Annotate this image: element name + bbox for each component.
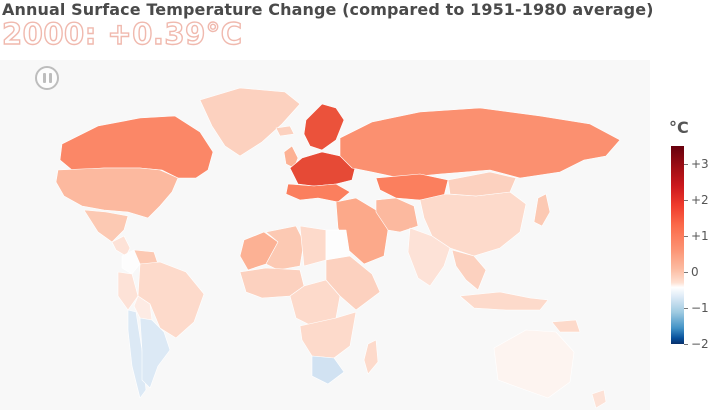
legend-tick-label: +1 — [691, 229, 709, 243]
legend-tick — [684, 308, 688, 309]
legend-tick — [684, 164, 688, 165]
region-scandinavia[interactable] — [303, 103, 345, 151]
region-southern-europe[interactable] — [285, 183, 351, 203]
world-map[interactable] — [0, 60, 650, 410]
legend-tick-label: −1 — [691, 301, 709, 315]
region-japan[interactable] — [533, 193, 551, 227]
region-argentina[interactable] — [139, 317, 171, 389]
pause-icon — [43, 73, 52, 83]
region-central-america[interactable] — [111, 235, 131, 257]
region-southeast-asia[interactable] — [451, 249, 487, 291]
region-south-africa[interactable] — [311, 355, 345, 385]
legend-tick — [684, 236, 688, 237]
legend-color-bar — [671, 146, 684, 344]
region-new-zealand[interactable] — [591, 389, 607, 409]
region-peru[interactable] — [117, 271, 139, 311]
region-madagascar[interactable] — [363, 339, 379, 375]
region-mongolia[interactable] — [447, 171, 517, 197]
legend-tick — [684, 272, 688, 273]
color-legend: °C +3 +2 +1 0 −1 −2 — [660, 118, 727, 358]
region-iceland[interactable] — [275, 125, 295, 137]
region-algeria[interactable] — [265, 225, 305, 271]
year-value-label: 2000: +0.39°C — [1, 16, 243, 51]
region-australia[interactable] — [493, 329, 575, 399]
region-libya[interactable] — [299, 225, 327, 267]
legend-tick — [684, 200, 688, 201]
legend-tick — [684, 344, 688, 345]
map-panel[interactable] — [0, 60, 650, 410]
region-russia[interactable] — [339, 107, 621, 179]
legend-unit: °C — [669, 118, 689, 137]
legend-tick-label: +2 — [691, 193, 709, 207]
region-india[interactable] — [407, 227, 451, 287]
chart-title: Annual Surface Temperature Change (compa… — [2, 0, 654, 19]
region-southern-africa[interactable] — [299, 311, 357, 359]
pause-bar-left — [43, 73, 46, 83]
region-mexico[interactable] — [83, 209, 129, 243]
region-central-africa[interactable] — [289, 279, 341, 327]
legend-tick-label: 0 — [691, 265, 699, 279]
region-central-europe[interactable] — [289, 151, 357, 187]
region-papua-new-guinea[interactable] — [551, 319, 581, 333]
region-iran[interactable] — [375, 197, 419, 233]
play-pause-button[interactable] — [35, 66, 59, 90]
legend-tick-label: +3 — [691, 157, 709, 171]
pause-bar-right — [49, 73, 52, 83]
region-greenland[interactable] — [199, 87, 301, 157]
legend-tick-label: −2 — [691, 337, 709, 351]
countries-layer — [55, 87, 621, 409]
region-indonesia[interactable] — [459, 291, 549, 311]
region-colombia[interactable] — [121, 249, 141, 275]
region-chile[interactable] — [127, 309, 147, 399]
region-east-africa[interactable] — [325, 255, 381, 311]
region-egypt[interactable] — [325, 229, 351, 261]
region-united-states[interactable] — [55, 167, 179, 219]
